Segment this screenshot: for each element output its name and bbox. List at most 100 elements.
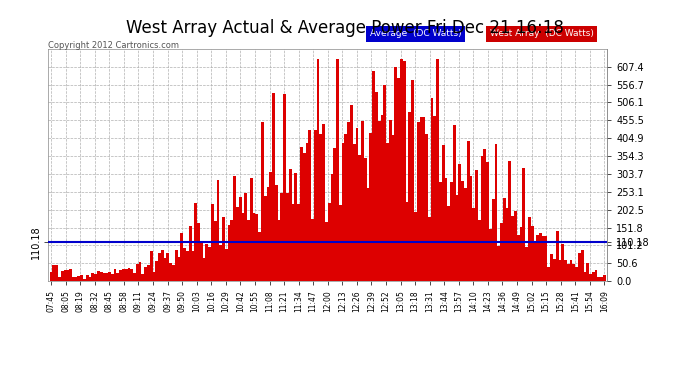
- Bar: [189, 226, 192, 281]
- Bar: [325, 222, 328, 281]
- Bar: [272, 93, 275, 281]
- Bar: [344, 134, 347, 281]
- Bar: [266, 187, 269, 281]
- Bar: [219, 245, 222, 281]
- Bar: [395, 67, 397, 281]
- Bar: [136, 264, 139, 281]
- Bar: [550, 254, 553, 281]
- Bar: [308, 130, 311, 281]
- Bar: [286, 194, 289, 281]
- Bar: [347, 122, 350, 281]
- Bar: [86, 274, 88, 281]
- Bar: [277, 220, 280, 281]
- Bar: [169, 263, 172, 281]
- Bar: [119, 270, 122, 281]
- Bar: [375, 92, 378, 281]
- Bar: [141, 274, 144, 281]
- Bar: [58, 278, 61, 281]
- Bar: [244, 194, 247, 281]
- Bar: [200, 242, 203, 281]
- Bar: [106, 273, 108, 281]
- Bar: [150, 251, 152, 281]
- Bar: [61, 271, 63, 281]
- Bar: [280, 193, 284, 281]
- Bar: [436, 58, 439, 281]
- Bar: [258, 232, 261, 281]
- Bar: [314, 130, 317, 281]
- Bar: [486, 162, 489, 281]
- Bar: [403, 62, 406, 281]
- Bar: [77, 276, 80, 281]
- Bar: [589, 274, 592, 281]
- Bar: [183, 248, 186, 281]
- Bar: [372, 71, 375, 281]
- Bar: [492, 200, 495, 281]
- Bar: [108, 272, 111, 281]
- Bar: [236, 207, 239, 281]
- Bar: [392, 135, 395, 281]
- Bar: [114, 269, 117, 281]
- Text: West Array  (DC Watts): West Array (DC Watts): [490, 29, 593, 38]
- Bar: [384, 85, 386, 281]
- Bar: [295, 173, 297, 281]
- Bar: [328, 203, 331, 281]
- Bar: [117, 273, 119, 281]
- Bar: [595, 270, 598, 281]
- Bar: [339, 206, 342, 281]
- Bar: [555, 231, 558, 281]
- Bar: [80, 275, 83, 281]
- Bar: [408, 112, 411, 281]
- Text: West Array Actual & Average Power Fri Dec 21 16:18: West Array Actual & Average Power Fri De…: [126, 19, 564, 37]
- Bar: [539, 233, 542, 281]
- Bar: [297, 204, 300, 281]
- Bar: [317, 58, 319, 281]
- Bar: [306, 143, 308, 281]
- Bar: [128, 268, 130, 281]
- Bar: [592, 272, 595, 281]
- Bar: [503, 198, 506, 281]
- Bar: [533, 241, 536, 281]
- Bar: [211, 204, 214, 281]
- Bar: [175, 250, 177, 281]
- Bar: [264, 195, 266, 281]
- Bar: [422, 117, 425, 281]
- Bar: [100, 272, 103, 281]
- Bar: [453, 125, 455, 281]
- Bar: [547, 267, 550, 281]
- Bar: [208, 247, 211, 281]
- Bar: [319, 134, 322, 281]
- Bar: [514, 211, 517, 281]
- Bar: [300, 147, 303, 281]
- Bar: [406, 201, 408, 281]
- Bar: [506, 207, 509, 281]
- Bar: [497, 246, 500, 281]
- Bar: [458, 164, 461, 281]
- Bar: [239, 197, 241, 281]
- Bar: [481, 156, 484, 281]
- Bar: [192, 251, 195, 281]
- Bar: [214, 221, 217, 281]
- Bar: [333, 148, 336, 281]
- Bar: [91, 273, 94, 281]
- Text: Copyright 2012 Cartronics.com: Copyright 2012 Cartronics.com: [48, 41, 179, 50]
- Bar: [397, 78, 400, 281]
- Bar: [558, 260, 562, 281]
- Bar: [420, 117, 422, 281]
- Bar: [158, 253, 161, 281]
- Bar: [147, 265, 150, 281]
- Bar: [103, 273, 106, 281]
- Bar: [470, 176, 473, 281]
- Bar: [431, 98, 433, 281]
- Bar: [442, 146, 444, 281]
- Bar: [66, 270, 69, 281]
- Bar: [342, 143, 344, 281]
- Bar: [564, 260, 567, 281]
- Bar: [303, 153, 306, 281]
- Bar: [311, 219, 314, 281]
- Bar: [544, 236, 547, 281]
- Bar: [75, 277, 77, 281]
- Bar: [581, 250, 584, 281]
- Bar: [217, 180, 219, 281]
- Bar: [83, 279, 86, 281]
- Bar: [517, 235, 520, 281]
